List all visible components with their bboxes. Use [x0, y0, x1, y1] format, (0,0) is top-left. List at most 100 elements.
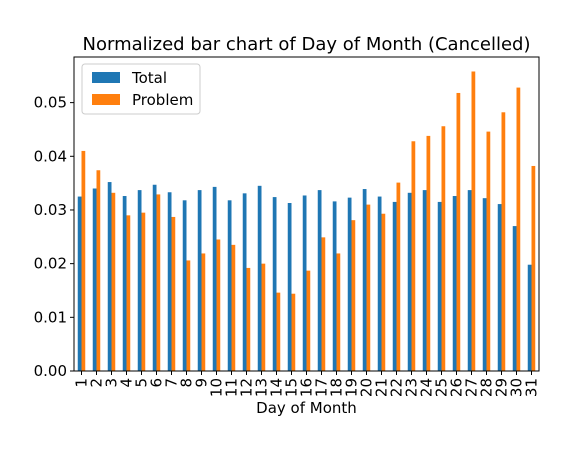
bar-problem-15: [291, 293, 296, 371]
bar-problem-14: [276, 292, 281, 371]
bar-problem-11: [231, 244, 236, 371]
bar-total-6: [152, 184, 157, 371]
bar-total-10: [212, 186, 217, 371]
bar-problem-19: [351, 220, 356, 371]
bar-problem-24: [426, 135, 431, 371]
bar-problem-3: [111, 192, 116, 371]
x-tick-label: 2: [88, 378, 106, 388]
x-tick-label: 30: [508, 378, 526, 397]
bar-problem-26: [456, 92, 461, 372]
bar-problem-17: [321, 237, 326, 371]
x-tick-label: 22: [388, 378, 406, 397]
x-tick-label: 17: [313, 378, 331, 397]
legend: Total Problem: [81, 63, 201, 115]
bar-total-31: [527, 264, 532, 371]
x-tick-label: 9: [193, 378, 211, 388]
bar-total-3: [107, 182, 112, 371]
bar-problem-31: [531, 165, 536, 371]
bar-problem-21: [381, 213, 386, 371]
bar-problem-4: [126, 215, 131, 371]
bar-problem-16: [306, 270, 311, 371]
series-problem: [81, 71, 536, 372]
bar-problem-25: [441, 126, 446, 372]
bar-problem-18: [336, 253, 341, 371]
bar-total-2: [92, 188, 97, 371]
bar-total-7: [167, 192, 172, 371]
y-tick-label: 0.02: [34, 255, 67, 273]
bar-total-12: [242, 193, 247, 371]
bar-total-29: [497, 204, 502, 371]
bar-total-15: [287, 203, 292, 371]
bar-problem-2: [96, 170, 101, 371]
y-tick-label: 0.03: [34, 201, 67, 219]
x-tick-label: 31: [523, 378, 541, 397]
bar-total-28: [482, 198, 487, 371]
bar-total-11: [227, 200, 232, 371]
x-tick-label: 28: [478, 378, 496, 397]
x-tick-label: 14: [268, 378, 286, 397]
bar-total-30: [512, 226, 517, 371]
x-tick-label: 11: [223, 378, 241, 397]
bar-total-19: [347, 197, 352, 371]
bar-total-4: [122, 196, 127, 371]
x-tick-label: 8: [178, 378, 196, 388]
plot-area: 0.000.010.020.030.040.051234567891011121…: [34, 56, 541, 397]
y-tick-label: 0.04: [34, 147, 67, 165]
legend-label-problem: Problem: [132, 91, 193, 109]
legend-label-total: Total: [131, 69, 167, 87]
bar-total-23: [407, 192, 412, 371]
x-tick-label: 25: [433, 378, 451, 397]
bar-total-25: [437, 201, 442, 371]
bar-total-17: [317, 190, 322, 371]
bar-total-13: [257, 185, 262, 371]
bar-total-18: [332, 201, 337, 371]
bar-problem-7: [171, 216, 176, 371]
x-tick-label: 24: [418, 378, 436, 397]
x-tick-label: 1: [73, 378, 91, 388]
bar-problem-29: [501, 112, 506, 371]
x-tick-label: 15: [283, 378, 301, 397]
x-tick-label: 29: [493, 378, 511, 397]
bar-problem-10: [216, 239, 221, 371]
bar-problem-28: [486, 131, 491, 371]
bar-problem-20: [366, 204, 371, 371]
bar-total-27: [467, 190, 472, 371]
bar-problem-27: [471, 71, 476, 372]
x-tick-label: 23: [403, 378, 421, 397]
bar-problem-5: [141, 212, 146, 371]
x-tick-label: 10: [208, 378, 226, 397]
legend-swatch-total: [92, 72, 120, 83]
y-tick-label: 0.05: [34, 94, 67, 112]
bar-total-1: [77, 196, 82, 371]
x-tick-label: 4: [118, 378, 136, 388]
x-tick-label: 26: [448, 378, 466, 397]
bar-problem-6: [156, 194, 161, 371]
x-tick-label: 27: [463, 378, 481, 397]
legend-swatch-problem: [92, 94, 120, 105]
y-tick-label: 0.00: [34, 362, 67, 380]
bar-total-16: [302, 195, 307, 371]
bar-total-5: [137, 190, 142, 371]
bar-problem-13: [261, 263, 266, 371]
bar-total-26: [452, 196, 457, 371]
bar-total-21: [377, 196, 382, 371]
bar-problem-9: [201, 253, 206, 371]
bar-problem-22: [396, 182, 401, 371]
bar-total-24: [422, 190, 427, 371]
y-tick-label: 0.01: [34, 308, 67, 326]
x-tick-label: 19: [343, 378, 361, 397]
x-tick-label: 7: [163, 378, 181, 388]
series-total: [77, 182, 532, 371]
bar-total-9: [197, 190, 202, 371]
x-tick-label: 13: [253, 378, 271, 397]
x-tick-label: 6: [148, 378, 166, 388]
bar-total-20: [362, 189, 367, 371]
x-axis-label: Day of Month: [256, 399, 357, 417]
bar-problem-23: [411, 141, 416, 371]
bar-total-8: [182, 200, 187, 371]
x-tick-label: 20: [358, 378, 376, 397]
bar-problem-30: [516, 87, 521, 371]
x-tick-label: 16: [298, 378, 316, 397]
bar-total-14: [272, 197, 277, 371]
